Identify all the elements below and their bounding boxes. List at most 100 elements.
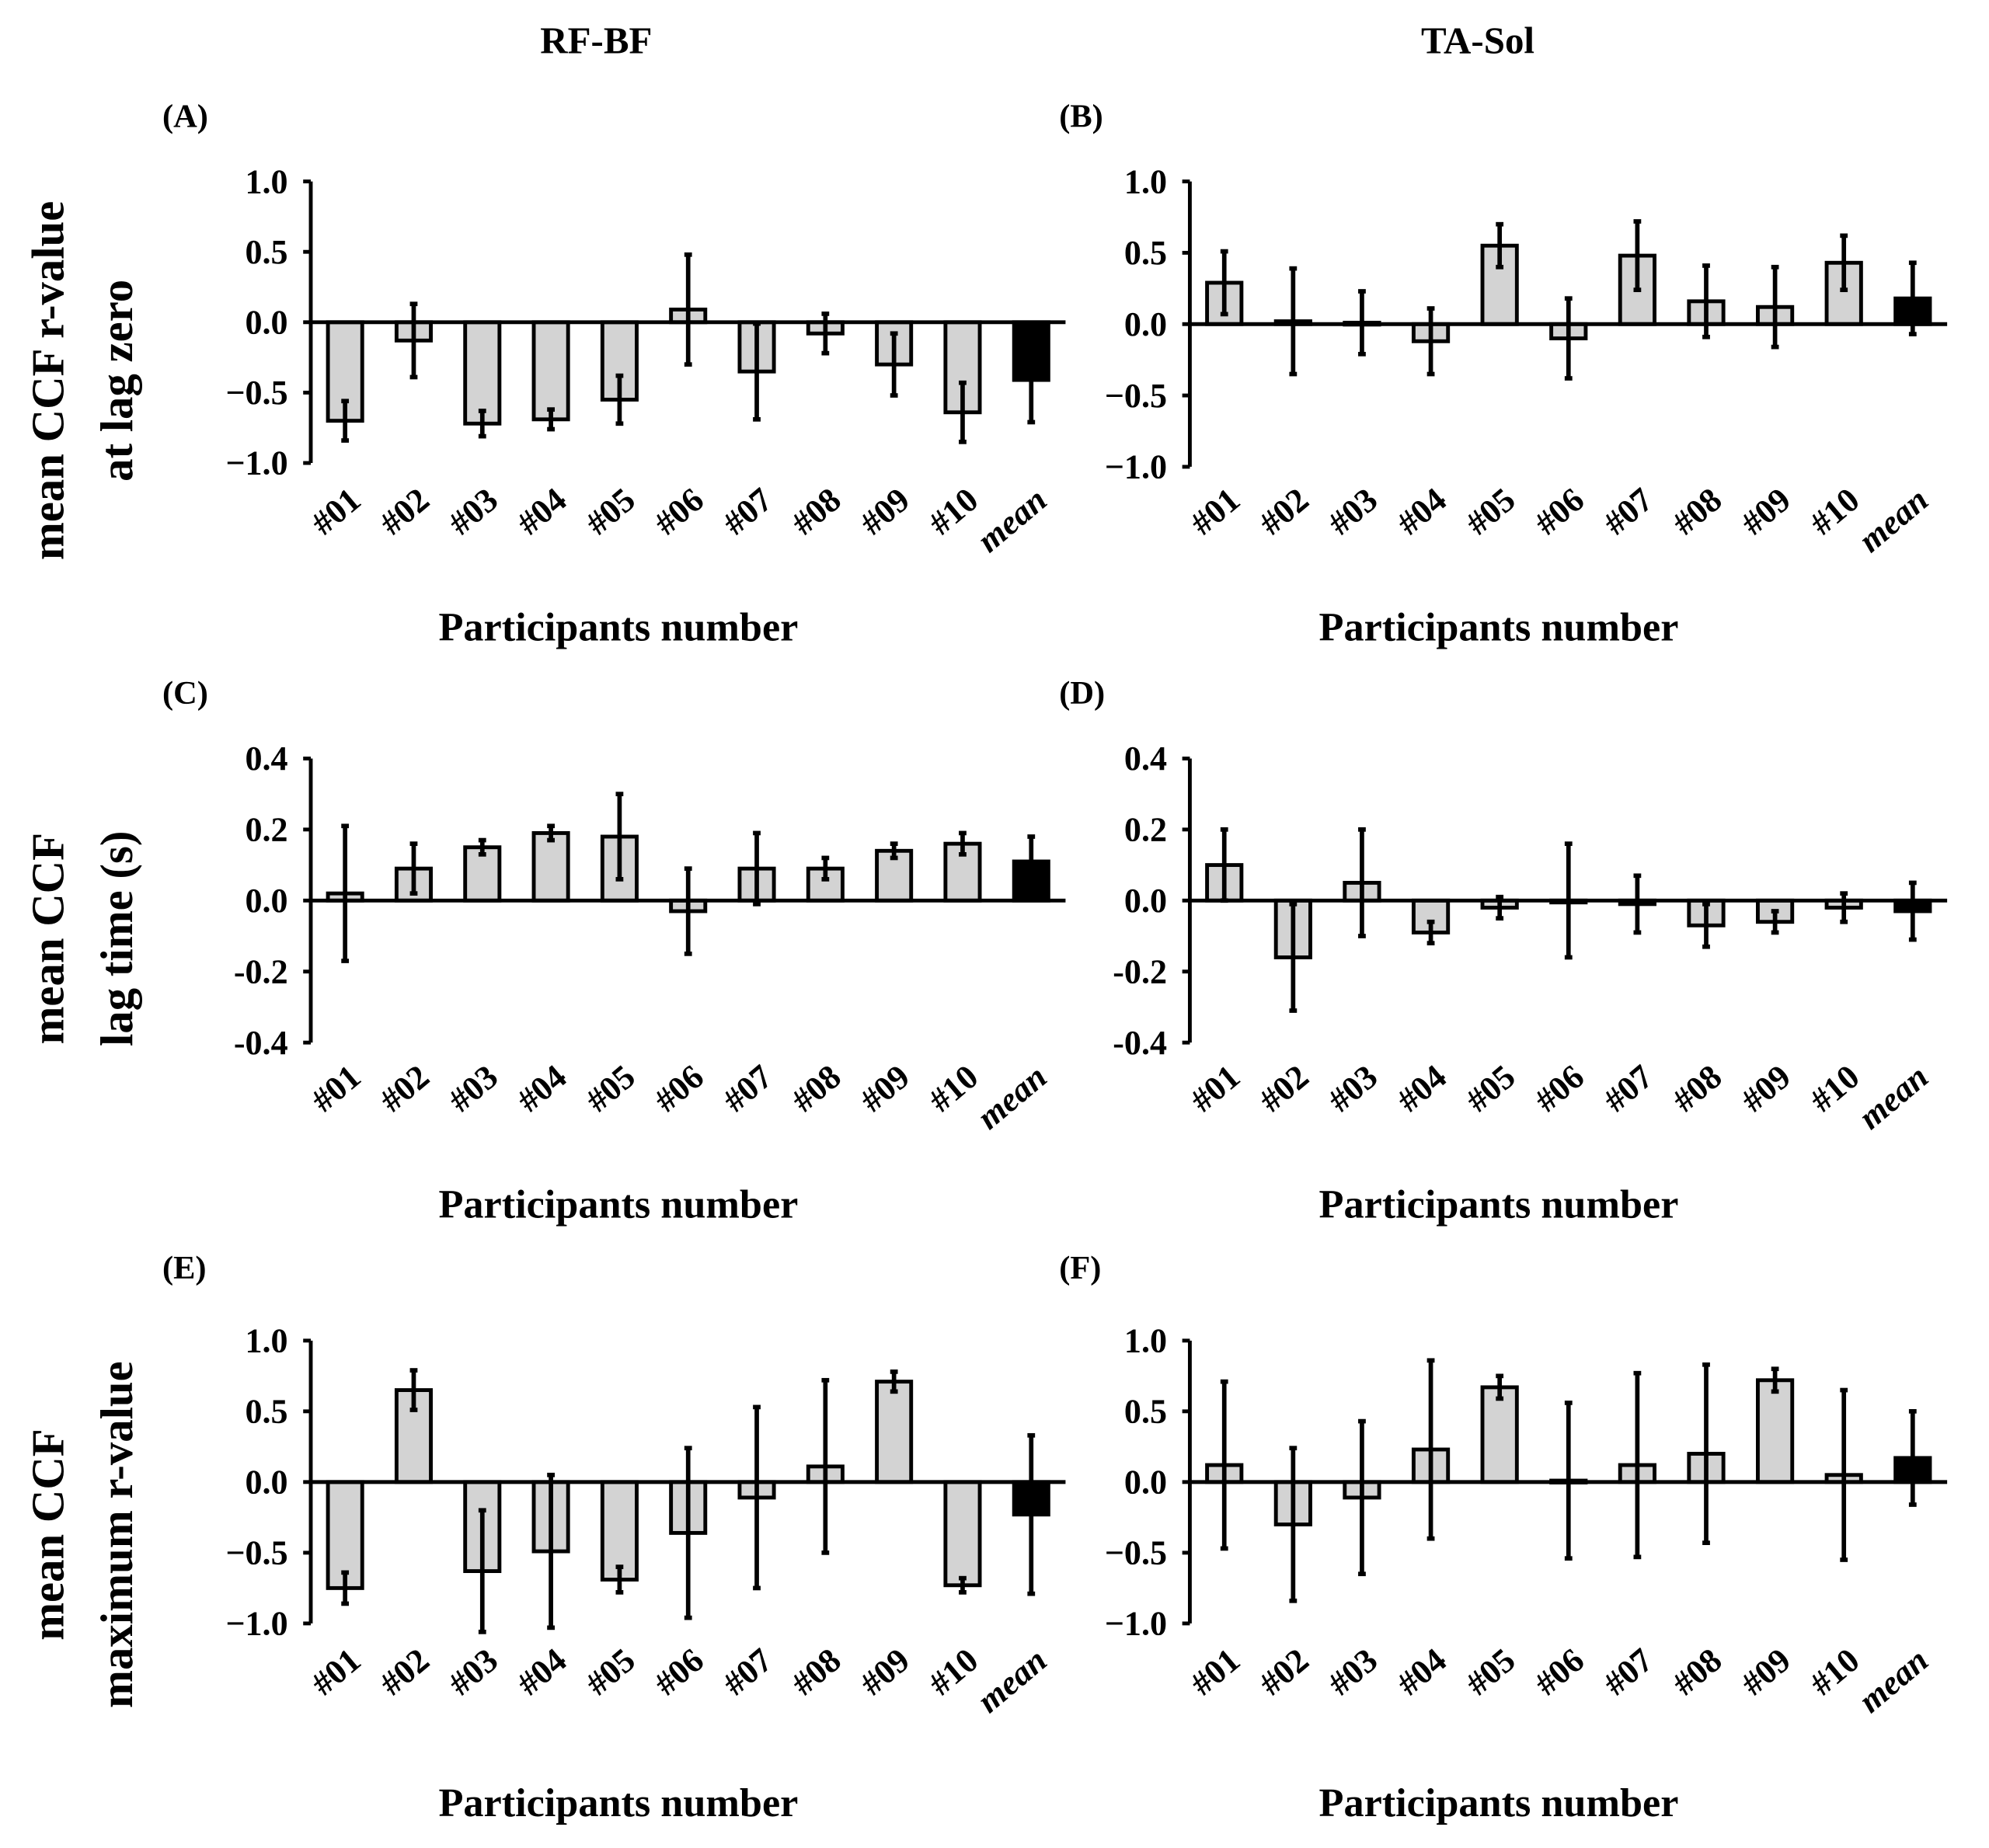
panel-c-x-tick-label: #02 xyxy=(373,1057,437,1119)
panel-c-y-tick-label: -0.2 xyxy=(234,952,288,990)
panel-e-x-tick-label: #05 xyxy=(579,1641,643,1703)
panel-a-x-tick-label: mean xyxy=(970,480,1054,559)
panel-f-x-tick-label: #02 xyxy=(1252,1641,1315,1703)
panel-d-y-tick-label: 0.0 xyxy=(1124,882,1167,920)
panel-e-x-axis-label: Participants number xyxy=(438,1780,798,1825)
panel-c-bar xyxy=(463,845,502,903)
panel-f-x-tick-label: #01 xyxy=(1183,1641,1247,1703)
panel-f-y-tick-label: 0.5 xyxy=(1124,1393,1167,1431)
panel-f-x-tick-label: #06 xyxy=(1527,1641,1591,1703)
panel-d-y-tick-label: 0.4 xyxy=(1124,740,1167,778)
panel-c-y-tick-label: -0.4 xyxy=(234,1024,288,1062)
panel-e-x-tick-label: #03 xyxy=(441,1641,505,1703)
panel-a-x-tick-label: #03 xyxy=(441,480,505,542)
panel-a-x-tick-label: #05 xyxy=(579,480,643,542)
panel-d-x-tick-label: #01 xyxy=(1183,1057,1247,1119)
panel-b-x-tick-label: #04 xyxy=(1390,480,1454,542)
panel-c-x-tick-label: #05 xyxy=(579,1057,643,1119)
panel-d-x-tick-label: mean xyxy=(1851,1057,1935,1136)
panel-a-x-tick-label: #04 xyxy=(510,480,573,542)
panel-b-x-tick-label: #06 xyxy=(1527,480,1591,542)
panel-d-x-tick-label: #04 xyxy=(1390,1057,1454,1119)
panel-e-x-tick-label: #09 xyxy=(853,1641,917,1703)
panel-f-bar xyxy=(1756,1378,1795,1484)
panel-d-x-tick-label: #09 xyxy=(1734,1057,1798,1119)
panel-f-x-tick-label: #07 xyxy=(1597,1641,1660,1703)
panel-d-y-tick-label: -0.4 xyxy=(1113,1024,1167,1062)
panel-f-y-tick-label: 1.0 xyxy=(1124,1322,1167,1360)
panel-f-y-tick-label: −0.5 xyxy=(1105,1534,1167,1572)
panel-c-y-tick-label: 0.2 xyxy=(246,811,288,849)
panel-e-x-tick-label: #06 xyxy=(647,1641,711,1703)
panel-a-y-tick-label: 0.5 xyxy=(246,233,288,271)
panel-a-bar xyxy=(531,320,570,422)
panel-f-x-tick-label: #03 xyxy=(1321,1641,1385,1703)
panel-b-x-tick-label: #09 xyxy=(1734,480,1798,542)
panel-e-x-tick-label: #04 xyxy=(510,1641,573,1703)
panel-e-label: (E) xyxy=(162,1250,207,1286)
panel-f-x-tick-label: #05 xyxy=(1458,1641,1522,1703)
panel-b-x-tick-label: #08 xyxy=(1665,480,1729,542)
panel-c-x-axis-label: Participants number xyxy=(438,1182,798,1227)
panel-b-x-tick-label: #05 xyxy=(1458,480,1522,542)
panel-f-bar xyxy=(1480,1385,1519,1484)
panel-f-label: (F) xyxy=(1059,1250,1101,1286)
panel-b-label: (B) xyxy=(1059,98,1103,134)
panel-b-x-tick-label: #03 xyxy=(1321,480,1385,542)
panel-e-y-tick-label: 0.5 xyxy=(246,1393,288,1431)
panel-d-y-tick-label: -0.2 xyxy=(1113,952,1167,990)
panel-f-x-tick-label: #04 xyxy=(1390,1641,1454,1703)
panel-a-label: (A) xyxy=(162,98,208,134)
panel-e-bar xyxy=(943,1480,982,1588)
panel-f-y-tick-label: 0.0 xyxy=(1124,1463,1167,1502)
panel-c-label: (C) xyxy=(162,675,208,712)
panel-f-x-tick-label: #08 xyxy=(1665,1641,1729,1703)
row3-ylabel-line1: mean CCF xyxy=(23,1429,74,1641)
panel-d-x-axis-label: Participants number xyxy=(1319,1182,1679,1227)
panel-d-x-tick-label: #07 xyxy=(1597,1057,1660,1119)
panel-f-y-tick-label: −1.0 xyxy=(1105,1605,1167,1643)
panel-e-y-tick-label: 0.0 xyxy=(246,1463,288,1502)
panel-a-y-tick-label: −1.0 xyxy=(225,444,287,482)
panel-b-x-tick-label: #01 xyxy=(1183,480,1247,542)
panel-f-x-tick-label: #09 xyxy=(1734,1641,1798,1703)
row1-ylabel-line2: at lag zero xyxy=(92,280,142,482)
panel-d-x-tick-label: #06 xyxy=(1527,1057,1591,1119)
panel-c-y-tick-label: 0.0 xyxy=(246,882,288,920)
panel-f-x-axis-label: Participants number xyxy=(1319,1780,1679,1825)
panel-e-y-tick-label: 1.0 xyxy=(246,1322,288,1360)
panel-e-y-tick-label: −1.0 xyxy=(225,1605,287,1643)
row1-ylabel-line1: mean CCF r-value xyxy=(23,201,74,560)
panel-a-y-tick-label: 1.0 xyxy=(246,162,288,200)
panel-c-x-tick-label: #03 xyxy=(441,1057,505,1119)
panel-d-x-tick-label: #05 xyxy=(1458,1057,1522,1119)
panel-d-y-tick-label: 0.2 xyxy=(1124,811,1167,849)
panel-b-y-tick-label: −1.0 xyxy=(1105,448,1167,486)
panel-c-y-tick-label: 0.4 xyxy=(246,740,288,778)
panel-e-x-tick-label: #07 xyxy=(716,1641,779,1703)
panel-e-x-tick-label: #01 xyxy=(304,1641,367,1703)
panel-a-x-tick-label: #06 xyxy=(647,480,711,542)
panel-a-y-tick-label: 0.0 xyxy=(246,303,288,341)
row2-ylabel-line1: mean CCF xyxy=(23,833,74,1045)
panel-f-x-tick-label: mean xyxy=(1851,1641,1935,1720)
panel-b-x-tick-label: mean xyxy=(1851,480,1935,559)
panel-a-x-tick-label: #07 xyxy=(716,480,779,542)
panel-b-y-tick-label: 0.0 xyxy=(1124,305,1167,343)
panel-c-x-tick-label: #01 xyxy=(304,1057,367,1119)
panel-b-y-tick-label: −0.5 xyxy=(1105,377,1167,415)
panel-e-x-tick-label: mean xyxy=(970,1641,1054,1720)
panel-e-y-tick-label: −0.5 xyxy=(225,1534,287,1572)
column-title-rf-bf: RF-BF xyxy=(540,19,652,62)
panel-d-label: (D) xyxy=(1059,675,1105,712)
column-title-ta-sol: TA-Sol xyxy=(1421,19,1534,62)
panel-c-bar xyxy=(531,830,570,903)
panel-d-x-tick-label: #02 xyxy=(1252,1057,1315,1119)
panel-c-x-tick-label: mean xyxy=(970,1057,1054,1136)
panel-c-x-tick-label: #04 xyxy=(510,1057,573,1119)
panel-a-x-tick-label: #09 xyxy=(853,480,917,542)
panel-c-x-tick-label: #09 xyxy=(853,1057,917,1119)
row3-ylabel-line2: maximum r-value xyxy=(92,1361,142,1708)
panel-e-x-tick-label: #02 xyxy=(373,1641,437,1703)
